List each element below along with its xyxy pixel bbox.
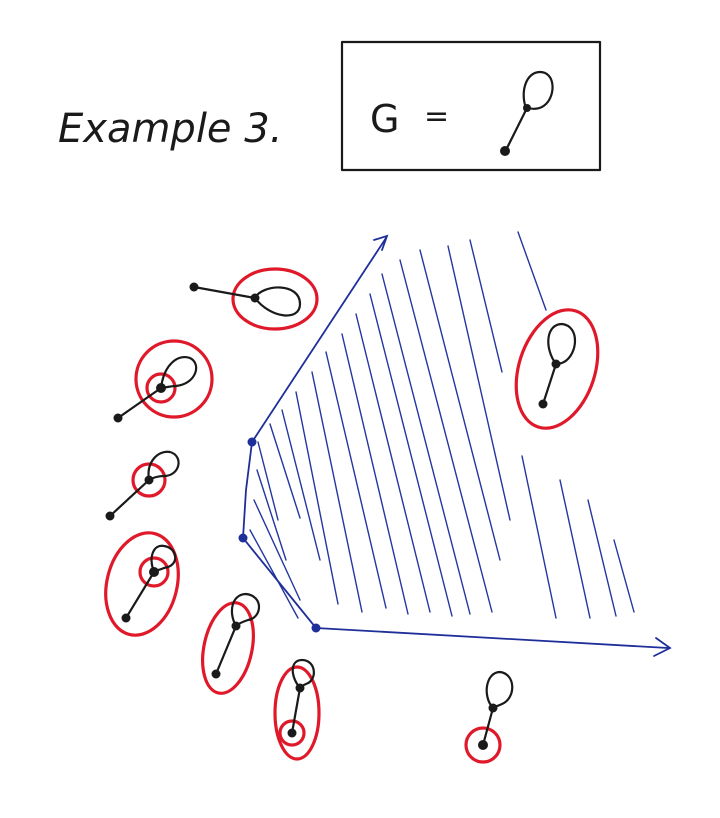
graph-symbol: G	[370, 97, 399, 141]
graph-copy-8	[464, 670, 514, 764]
graph-copy-5	[201, 592, 261, 695]
graph-copy-1	[189, 267, 319, 331]
hatch-lines	[249, 231, 635, 619]
graph-copy-3	[105, 450, 180, 521]
graph-copy-6	[273, 658, 321, 761]
vertex-dot-top	[247, 437, 257, 447]
right-ray	[315, 627, 669, 649]
graph-copy-4	[104, 531, 180, 637]
upper-ray-arrowhead	[373, 234, 389, 251]
right-ray-arrowhead	[653, 637, 672, 657]
hatched-cone-region	[238, 231, 672, 657]
cone-boundary	[242, 441, 317, 629]
graph-copy-7	[514, 308, 600, 430]
upper-ray	[251, 237, 387, 443]
graph-copy-2	[113, 339, 214, 423]
graph-G-glyph	[500, 70, 554, 156]
graph-definition-box: G =	[340, 40, 602, 172]
equals-sign: =	[424, 99, 449, 134]
vertex-dot-bottom	[311, 623, 321, 633]
vertex-dot-middle	[238, 533, 248, 543]
example-title: Example 3.	[58, 106, 282, 152]
